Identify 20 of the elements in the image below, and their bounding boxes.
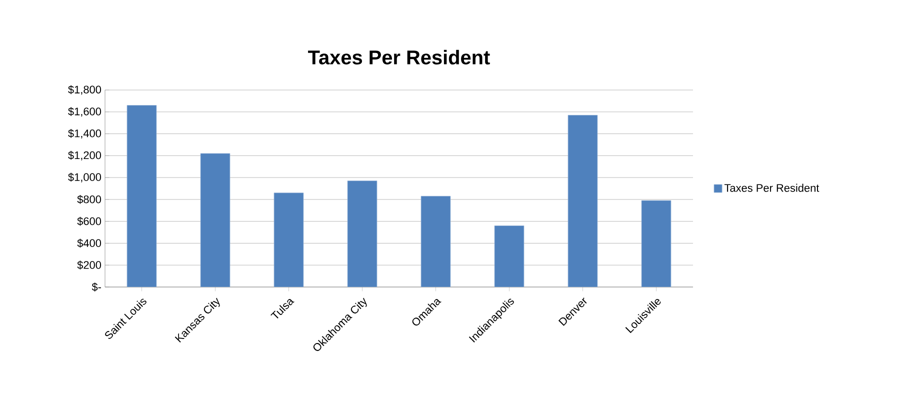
y-tick-label: $1,200 xyxy=(68,150,102,160)
y-tick-label: $1,600 xyxy=(68,107,102,117)
bar xyxy=(126,105,157,287)
y-tick-label: $200 xyxy=(77,260,102,270)
bar xyxy=(494,226,524,287)
y-tick-label: $400 xyxy=(77,238,102,248)
bar xyxy=(420,196,451,287)
y-tick-label: $1,000 xyxy=(68,172,102,182)
y-tick-label: $1,800 xyxy=(68,85,102,95)
y-tick-label: $1,400 xyxy=(68,129,102,139)
bar xyxy=(274,192,304,287)
chart-title: Taxes Per Resident xyxy=(308,50,490,64)
y-tick-label: $- xyxy=(92,282,101,292)
bar xyxy=(347,180,378,287)
legend-label: Taxes Per Resident xyxy=(724,184,820,192)
y-tick-label: $600 xyxy=(77,216,102,226)
y-tick-label: $800 xyxy=(77,195,102,204)
bar xyxy=(568,114,598,287)
bar xyxy=(641,200,672,287)
bar xyxy=(200,153,230,287)
